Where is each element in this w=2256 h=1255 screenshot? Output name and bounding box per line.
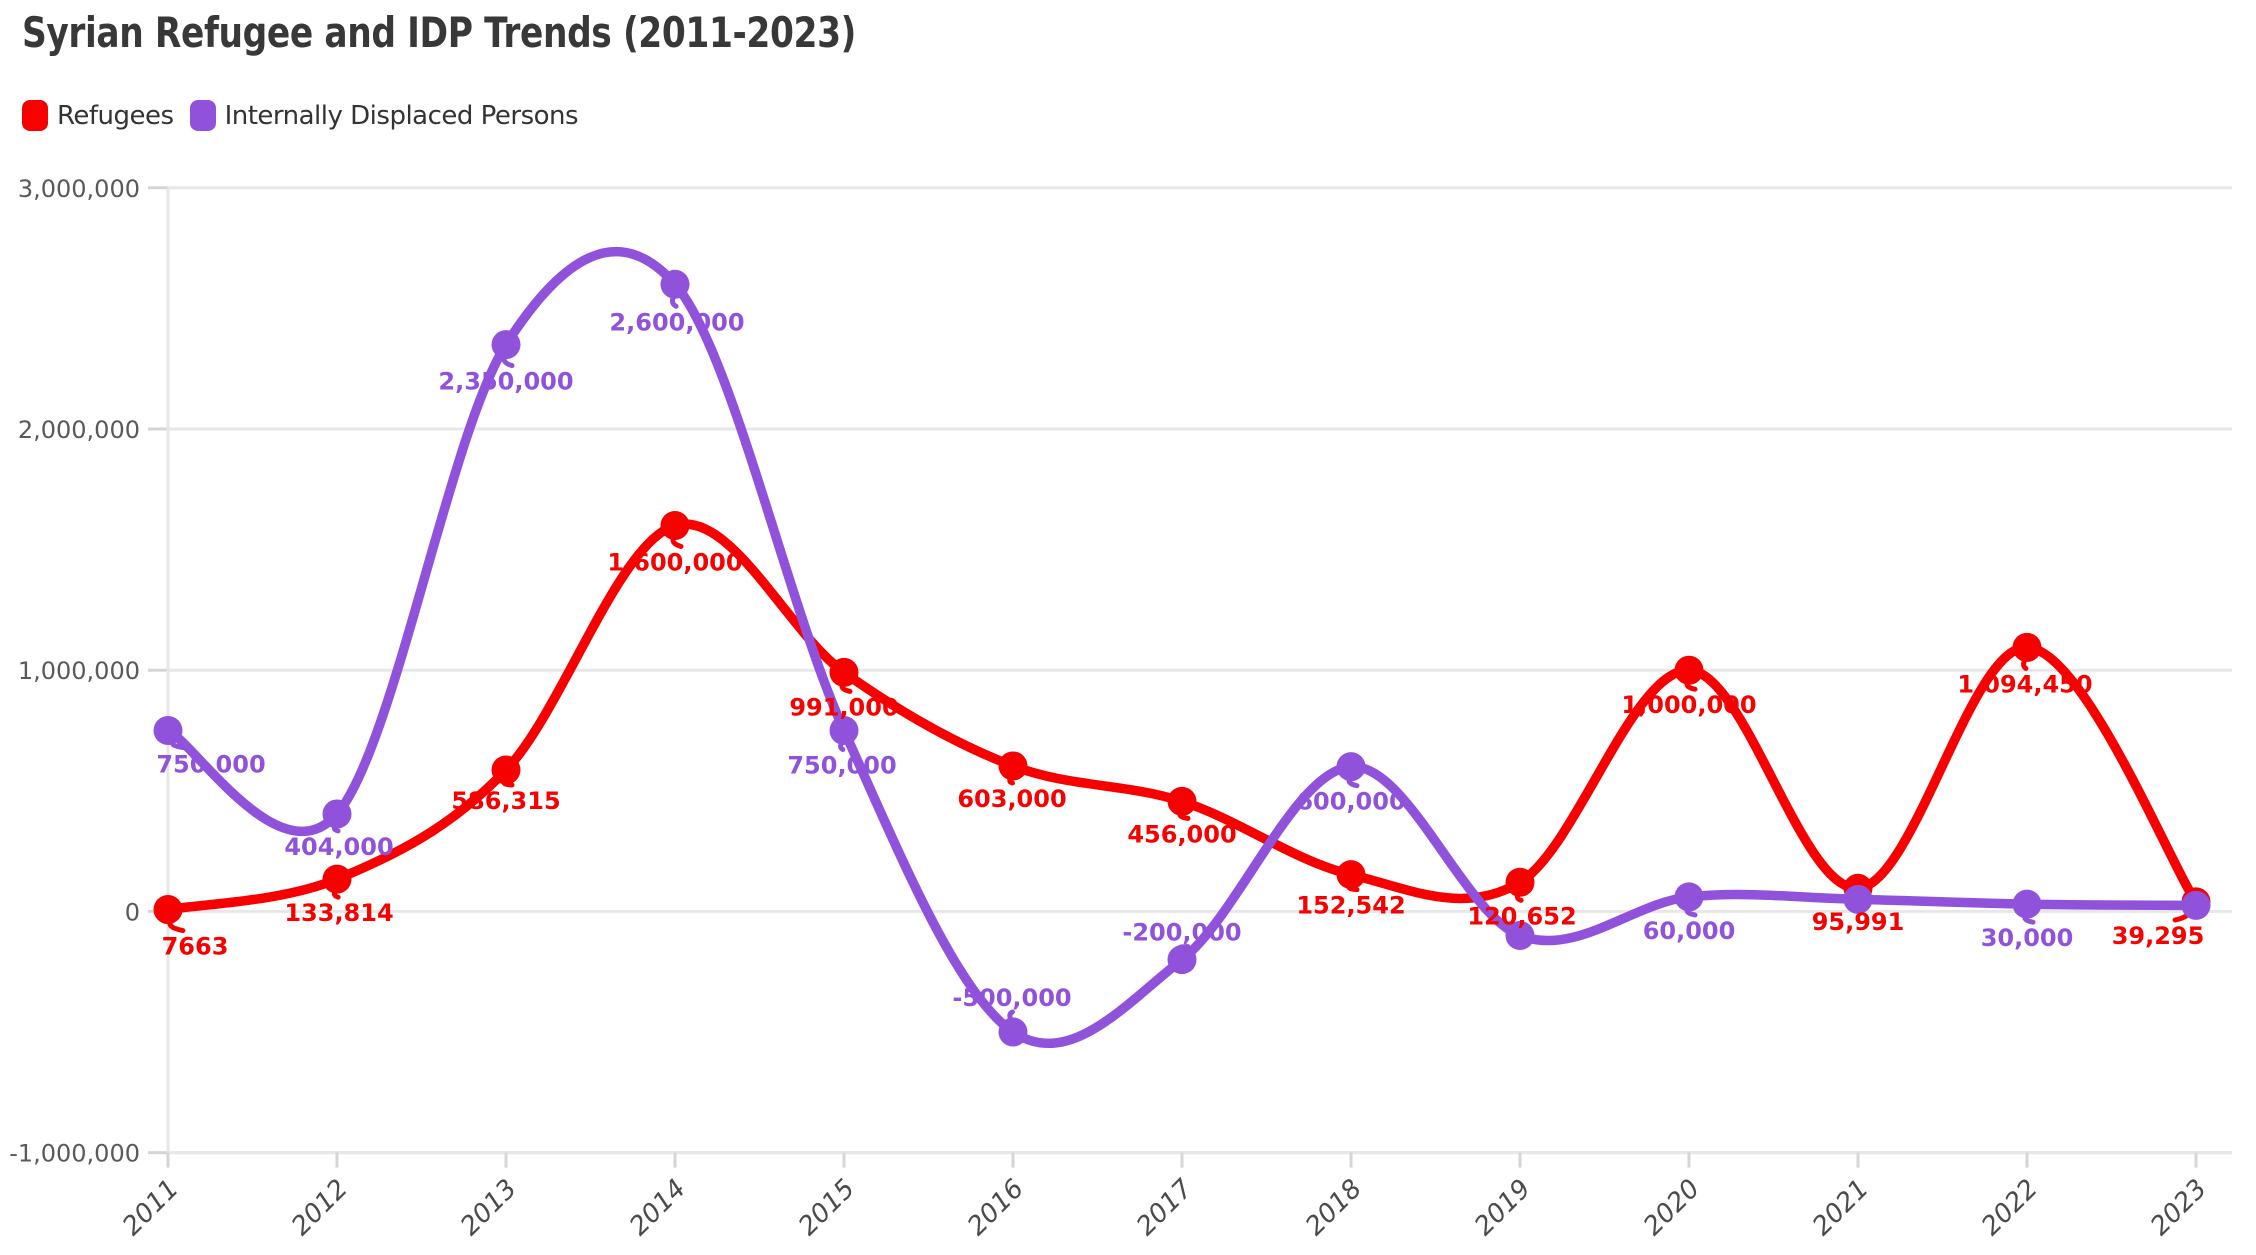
refugees-point-2020 [1674, 655, 1704, 685]
internally-displaced-persons-point-2023 [2181, 890, 2211, 920]
refugees-value-label-2017: 456,000 [1127, 820, 1236, 848]
internally-displaced-persons-value-label-2014: 2,600,000 [609, 308, 744, 336]
internally-displaced-persons-value-label-2012: 404,000 [284, 833, 393, 861]
x-tick-label: 2013 [455, 1174, 523, 1242]
x-tick-label: 2020 [1638, 1174, 1706, 1242]
x-tick-label: 2016 [962, 1174, 1030, 1242]
internally-displaced-persons-value-label-2018: 600,000 [1296, 788, 1405, 816]
x-tick-label: 2019 [1469, 1174, 1537, 1242]
internally-displaced-persons-point-2015 [829, 716, 859, 745]
refugees-value-label-2018: 152,542 [1296, 892, 1405, 920]
internally-displaced-persons-point-2016 [998, 1017, 1028, 1047]
internally-displaced-persons-point-2020 [1674, 882, 1704, 912]
internally-displaced-persons-point-2021 [1843, 884, 1873, 914]
internally-displaced-persons-point-2022 [2012, 889, 2042, 919]
y-tick-label: 0 [125, 898, 140, 926]
refugees-point-2022 [2012, 632, 2042, 662]
refugees-point-2018 [1336, 860, 1366, 890]
internally-displaced-persons-value-label-2011: 750,000 [156, 751, 265, 779]
x-tick-label: 2023 [2145, 1174, 2213, 1242]
internally-displaced-persons-point-2013 [491, 330, 521, 360]
legend-label: Refugees [57, 100, 174, 131]
legend: Refugees Internally Displaced Persons [22, 100, 579, 131]
refugees-value-label-2012: 133,814 [284, 899, 393, 927]
refugees-value-label-2014: 1,600,000 [607, 548, 742, 576]
x-tick-label: 2017 [1131, 1173, 1199, 1241]
refugees-point-2011 [153, 895, 183, 925]
refugees-value-label-2016: 603,000 [957, 785, 1066, 813]
internally-displaced-persons-point-2019 [1505, 921, 1535, 951]
refugees-line [163, 519, 2201, 915]
x-tick-label: 2014 [624, 1174, 692, 1242]
refugees-value-label-2021: 95,991 [1812, 908, 1905, 936]
legend-swatch-internally-displaced-persons [189, 100, 216, 131]
internally-displaced-persons-value-label-2016: -500,000 [952, 984, 1071, 1012]
x-tick-label: 2022 [1976, 1174, 2044, 1242]
y-tick-label: -1,000,000 [9, 1140, 140, 1168]
legend-item-refugees: Refugees [22, 100, 174, 131]
refugees-point-2017 [1167, 786, 1197, 816]
y-tick-label: 3,000,000 [18, 175, 140, 203]
refugees-point-2013 [491, 755, 521, 785]
refugees-point-2014 [660, 510, 690, 540]
y-tick-label: 1,000,000 [18, 657, 140, 685]
x-tick-label: 2012 [286, 1174, 354, 1242]
legend-label: Internally Displaced Persons [224, 100, 579, 131]
x-tick-label: 2021 [1807, 1174, 1875, 1242]
refugees-value-label-2013: 586,315 [451, 787, 560, 815]
internally-displaced-persons-point-2017 [1167, 945, 1197, 975]
refugees-value-label-2019: 120,652 [1467, 902, 1576, 930]
refugees-point-2016 [998, 751, 1028, 781]
internally-displaced-persons-value-label-2022: 30,000 [1981, 924, 2074, 952]
internally-displaced-persons-value-label-2015: 750,000 [787, 752, 896, 780]
refugees-value-label-2023: 39,295 [2112, 922, 2205, 950]
x-tick-label: 2011 [117, 1174, 185, 1242]
legend-item-internally-displaced-persons: Internally Displaced Persons [189, 100, 579, 131]
internally-displaced-persons-value-label-2020: 60,000 [1643, 917, 1736, 945]
internally-displaced-persons-point-2012 [322, 799, 352, 829]
internally-displaced-persons-line [163, 246, 2201, 1049]
internally-displaced-persons-value-label-2017: -200,000 [1122, 919, 1241, 947]
x-tick-label: 2018 [1300, 1174, 1368, 1242]
refugees-value-label-2015: 991,000 [789, 693, 898, 721]
x-tick-label: 2015 [793, 1174, 861, 1242]
internally-displaced-persons-point-2014 [660, 269, 690, 299]
refugees-value-label-2011: 7663 [162, 933, 229, 961]
internally-displaced-persons-value-label-2013: 2,350,000 [438, 368, 573, 396]
legend-swatch-refugees [22, 100, 48, 131]
refugees-value-label-2020: 1,000,000 [1621, 691, 1756, 719]
internally-displaced-persons-point-2018 [1336, 752, 1366, 782]
refugees-point-2015 [829, 657, 859, 687]
refugees-value-label-2022: 1,094,450 [1957, 670, 2092, 698]
y-tick-label: 2,000,000 [18, 416, 140, 444]
refugees-point-2012 [322, 864, 352, 894]
chart-title: Syrian Refugee and IDP Trends (2011-2023… [22, 8, 856, 57]
internally-displaced-persons-point-2011 [153, 716, 183, 745]
refugees-point-2019 [1505, 867, 1535, 897]
